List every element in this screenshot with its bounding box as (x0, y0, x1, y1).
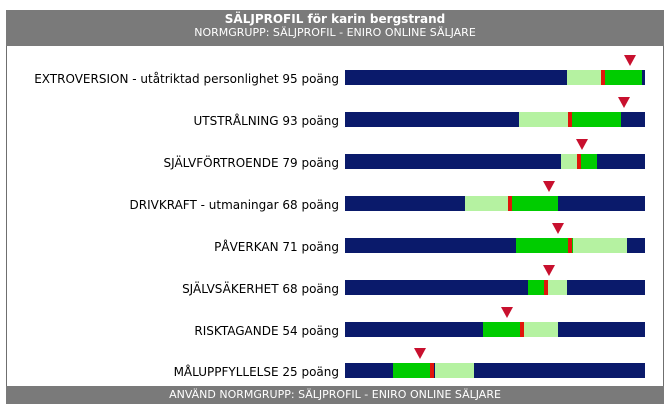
scale-row: DRIVKRAFT - utmaningar 68 poäng (0, 181, 671, 221)
scale-bar (345, 112, 645, 127)
norm-range-inner (603, 70, 642, 85)
scale-row: UTSTRÅLNING 93 poäng (0, 97, 671, 137)
norm-mean-marker (544, 280, 548, 295)
norm-mean-marker (568, 238, 572, 253)
norm-range-inner (393, 363, 432, 378)
score-pointer-icon (576, 139, 588, 150)
scale-label: PÅVERKAN 71 poäng (214, 240, 339, 254)
norm-range-outer (465, 196, 510, 211)
norm-range-inner (516, 238, 573, 253)
score-pointer-icon (543, 181, 555, 192)
score-pointer-icon (552, 223, 564, 234)
scale-label: SJÄLVFÖRTROENDE 79 poäng (163, 156, 339, 170)
norm-range-inner (528, 280, 546, 295)
norm-range-outer (567, 70, 603, 85)
norm-range-outer (573, 238, 627, 253)
scale-label: MÅLUPPFYLLELSE 25 poäng (173, 365, 339, 379)
scale-label: DRIVKRAFT - utmaningar 68 poäng (129, 198, 339, 212)
scale-label: EXTROVERSION - utåtriktad personlighet 9… (34, 72, 339, 86)
score-pointer-icon (414, 348, 426, 359)
scale-bar (345, 70, 645, 85)
norm-range-outer (435, 363, 474, 378)
score-pointer-icon (624, 55, 636, 66)
norm-mean-marker (508, 196, 512, 211)
scale-bar (345, 363, 645, 378)
scale-bar (345, 280, 645, 295)
scale-row: SJÄLVFÖRTROENDE 79 poäng (0, 139, 671, 179)
report-footer: ANVÄND NORMGRUPP: SÄLJPROFIL - ENIRO ONL… (6, 386, 664, 404)
norm-range-outer (522, 322, 558, 337)
scale-bar (345, 238, 645, 253)
scale-label: UTSTRÅLNING 93 poäng (193, 114, 339, 128)
norm-range-inner (579, 154, 597, 169)
scale-bar (345, 322, 645, 337)
score-pointer-icon (501, 307, 513, 318)
report-subtitle: NORMGRUPP: SÄLJPROFIL - ENIRO ONLINE SÄL… (194, 26, 476, 39)
norm-mean-marker (601, 70, 605, 85)
scale-label: SJÄLVSÄKERHET 68 poäng (182, 282, 339, 296)
norm-mean-marker (577, 154, 581, 169)
norm-range-outer (546, 280, 567, 295)
score-pointer-icon (618, 97, 630, 108)
norm-range-inner (570, 112, 621, 127)
scale-label: RISKTAGANDE 54 poäng (194, 324, 339, 338)
norm-mean-marker (520, 322, 524, 337)
scale-row: EXTROVERSION - utåtriktad personlighet 9… (0, 55, 671, 95)
scale-bar (345, 154, 645, 169)
report-header: SÄLJPROFIL för karin bergstrand NORMGRUP… (6, 10, 664, 46)
score-pointer-icon (543, 265, 555, 276)
norm-range-outer (519, 112, 570, 127)
norm-mean-marker (568, 112, 572, 127)
scale-row: MÅLUPPFYLLELSE 25 poäng (0, 348, 671, 388)
report-title: SÄLJPROFIL för karin bergstrand (224, 12, 446, 26)
scale-row: PÅVERKAN 71 poäng (0, 223, 671, 263)
scale-bar (345, 196, 645, 211)
norm-range-inner (510, 196, 558, 211)
scale-row: SJÄLVSÄKERHET 68 poäng (0, 265, 671, 305)
norm-range-outer (561, 154, 579, 169)
norm-mean-marker (430, 363, 434, 378)
scale-row: RISKTAGANDE 54 poäng (0, 307, 671, 347)
norm-range-inner (483, 322, 522, 337)
